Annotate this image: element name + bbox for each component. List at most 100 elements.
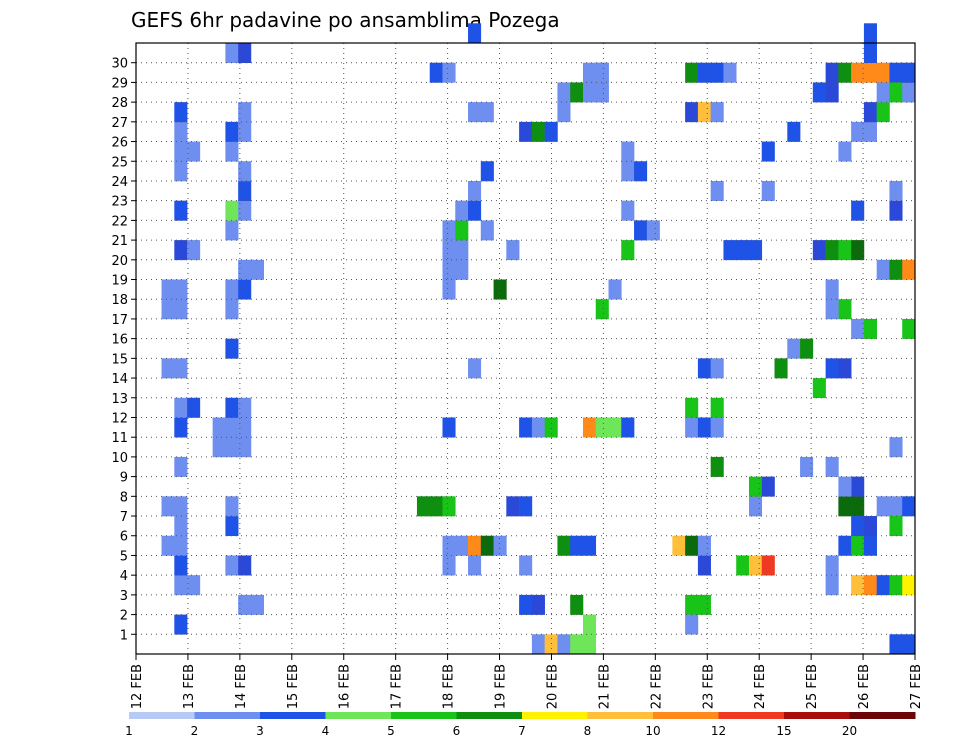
legend-label: 6	[453, 724, 461, 738]
heatmap-cell	[225, 200, 239, 221]
heatmap-cell	[161, 358, 175, 379]
heatmap-cell	[902, 82, 916, 103]
heatmap-cell	[889, 62, 903, 83]
x-tick-label: 12 FEB	[130, 664, 145, 709]
heatmap-cell	[468, 358, 482, 379]
heatmap-cell	[212, 437, 226, 458]
heatmap-cell	[634, 220, 648, 241]
y-tick-label: 12	[111, 411, 128, 426]
heatmap-cell	[480, 220, 494, 241]
heatmap-cell	[429, 496, 443, 517]
heatmap-cell	[161, 496, 175, 517]
heatmap-cell	[736, 240, 750, 261]
heatmap-cell	[187, 575, 201, 596]
heatmap-cell	[825, 279, 839, 300]
heatmap-cell	[838, 240, 852, 261]
y-tick-label: 22	[111, 214, 128, 229]
y-tick-label: 9	[120, 471, 128, 486]
heatmap-cell	[416, 496, 431, 517]
heatmap-cell	[429, 62, 443, 83]
heatmap-cell	[238, 102, 252, 123]
heatmap-cell	[838, 358, 852, 379]
legend-label: 3	[256, 724, 264, 738]
heatmap-cell	[238, 555, 252, 576]
heatmap-cell	[825, 358, 839, 379]
heatmap-cell	[595, 62, 609, 83]
heatmap-cell	[851, 62, 865, 83]
heatmap-cell	[174, 397, 188, 418]
heatmap-cell	[697, 535, 711, 556]
heatmap-cell	[557, 634, 571, 655]
heatmap-cell	[902, 575, 916, 596]
heatmap-cell	[455, 259, 469, 280]
heatmap-cell	[863, 43, 877, 64]
x-tick-label: 21 FEB	[597, 664, 612, 709]
heatmap-cell	[468, 555, 482, 576]
y-tick-label: 4	[120, 569, 128, 584]
heatmap-cell	[685, 594, 699, 615]
heatmap-cell	[851, 200, 865, 221]
heatmap-cell	[238, 43, 252, 64]
heatmap-cell	[825, 555, 839, 576]
heatmap-cell	[621, 161, 635, 182]
y-tick-label: 24	[111, 175, 128, 190]
heatmap-cell	[748, 555, 763, 576]
heatmap-cells	[161, 23, 916, 655]
heatmap-cell	[557, 102, 571, 123]
heatmap-cell	[672, 535, 686, 556]
legend-swatch	[260, 712, 326, 719]
heatmap-cell	[595, 417, 609, 438]
heatmap-cell	[225, 121, 239, 142]
heatmap-cell	[442, 417, 456, 438]
y-tick-label: 14	[111, 372, 128, 387]
heatmap-cell	[863, 516, 877, 537]
heatmap-cell	[697, 594, 711, 615]
heatmap-cell	[225, 417, 239, 438]
heatmap-cell	[723, 62, 737, 83]
heatmap-cell	[468, 102, 482, 123]
heatmap-cell	[697, 62, 711, 83]
heatmap-cell	[825, 575, 839, 596]
y-tick-label: 10	[111, 451, 128, 466]
x-tick-label: 16 FEB	[338, 664, 353, 709]
heatmap-cell	[468, 535, 482, 556]
heatmap-cell	[889, 575, 903, 596]
heatmap-cell	[238, 397, 252, 418]
y-tick-label: 13	[111, 392, 128, 407]
heatmap-cell	[761, 555, 775, 576]
heatmap-cell	[557, 535, 571, 556]
heatmap-cell	[582, 417, 597, 438]
heatmap-cell	[531, 594, 545, 615]
y-tick-label: 1	[120, 628, 128, 643]
heatmap-cell	[225, 437, 239, 458]
heatmap-cell	[582, 82, 597, 103]
heatmap-cell	[174, 496, 188, 517]
legend-label: 5	[387, 724, 395, 738]
legend-label: 7	[518, 724, 526, 738]
heatmap-cell	[187, 240, 201, 261]
heatmap-cell	[685, 62, 699, 83]
heatmap-cell	[889, 437, 903, 458]
heatmap-cell	[174, 240, 188, 261]
heatmap-cell	[174, 555, 188, 576]
y-tick-label: 7	[120, 510, 128, 525]
heatmap-cell	[442, 220, 456, 241]
heatmap-cell	[519, 121, 533, 142]
x-tick-label: 25 FEB	[805, 664, 820, 709]
heatmap-cell	[468, 180, 482, 201]
heatmap-cell	[838, 62, 852, 83]
heatmap-cell	[761, 180, 775, 201]
y-tick-label: 20	[111, 254, 128, 269]
heatmap-cell	[174, 535, 188, 556]
heatmap-cell	[761, 141, 775, 162]
heatmap-cell	[442, 259, 456, 280]
x-tick-label: 26 FEB	[857, 664, 872, 709]
heatmap-cell	[544, 417, 558, 438]
heatmap-cell	[519, 555, 533, 576]
heatmap-cell	[685, 614, 699, 635]
heatmap-cell	[748, 240, 763, 261]
plot-frame	[135, 42, 916, 655]
heatmap-cell	[621, 417, 635, 438]
heatmap-cell	[174, 614, 188, 635]
heatmap-cell	[889, 259, 903, 280]
